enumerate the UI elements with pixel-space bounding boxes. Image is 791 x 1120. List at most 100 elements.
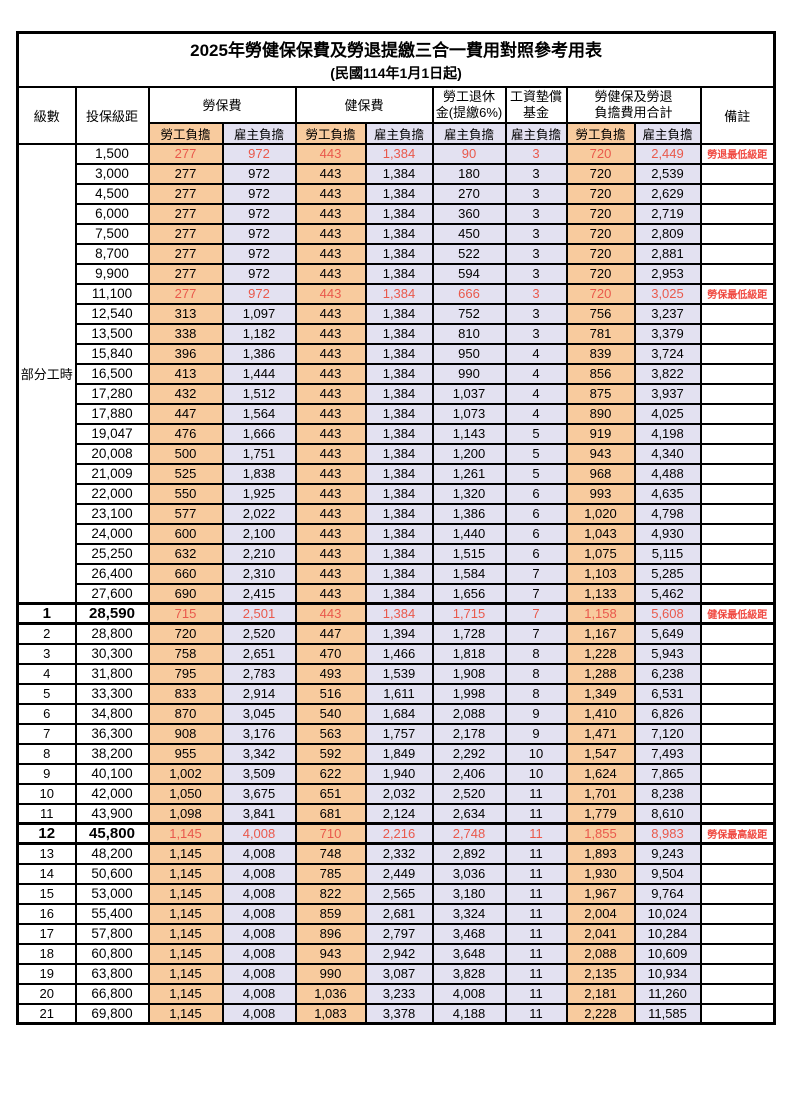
table-row: 11 43,900 1,098 3,841 681 2,124 2,634 11 1,779 8,… — [16, 802, 776, 825]
wage-fund-employer-cell: 11 — [504, 822, 568, 845]
header-total-employer: 雇主負擔 — [633, 121, 702, 145]
pension-employer-cell: 3,324 — [431, 902, 507, 925]
salary-bracket-cell: 7,500 — [74, 222, 150, 245]
health-employer-cell: 1,384 — [364, 562, 434, 585]
total-employee-cell: 1,471 — [565, 722, 636, 745]
pension-employer-cell: 1,656 — [431, 582, 507, 605]
remark-cell — [699, 222, 776, 245]
labor-employer-cell: 1,751 — [221, 442, 297, 465]
salary-bracket-cell: 27,600 — [74, 582, 150, 605]
health-employer-cell: 1,466 — [364, 642, 434, 665]
total-employer-cell: 10,024 — [633, 902, 702, 925]
pension-employer-cell: 90 — [431, 142, 507, 165]
pension-employer-cell: 360 — [431, 202, 507, 225]
salary-bracket-cell: 38,200 — [74, 742, 150, 765]
level-cell: 9 — [16, 762, 77, 785]
remark-cell — [699, 622, 776, 645]
salary-bracket-cell: 16,500 — [74, 362, 150, 385]
wage-fund-employer-cell: 9 — [504, 702, 568, 725]
table-row: 1 28,590 715 2,501 443 1,384 1,715 7 1,158 5,608 健… — [16, 602, 776, 625]
labor-employee-cell: 277 — [147, 142, 224, 165]
total-employee-cell: 2,088 — [565, 942, 636, 965]
remark-cell — [699, 422, 776, 445]
labor-employer-cell: 1,386 — [221, 342, 297, 365]
health-employer-cell: 1,757 — [364, 722, 434, 745]
health-employer-cell: 3,378 — [364, 1002, 434, 1025]
labor-employer-cell: 972 — [221, 162, 297, 185]
pension-employer-cell: 1,440 — [431, 522, 507, 545]
total-employee-cell: 839 — [565, 342, 636, 365]
labor-employee-cell: 1,145 — [147, 862, 224, 885]
remark-cell — [699, 162, 776, 185]
health-employer-cell: 2,216 — [364, 822, 434, 845]
labor-employer-cell: 4,008 — [221, 942, 297, 965]
total-employee-cell: 720 — [565, 282, 636, 305]
level-cell: 6 — [16, 702, 77, 725]
health-employer-cell: 1,384 — [364, 182, 434, 205]
total-employee-cell: 720 — [565, 202, 636, 225]
total-employee-cell: 2,004 — [565, 902, 636, 925]
wage-fund-employer-cell: 11 — [504, 802, 568, 825]
header-labor-employer: 雇主負擔 — [221, 121, 297, 145]
total-employer-cell: 5,608 — [633, 602, 702, 625]
level-cell: 3 — [16, 642, 77, 665]
labor-employee-cell: 476 — [147, 422, 224, 445]
total-employee-cell: 1,103 — [565, 562, 636, 585]
health-employee-cell: 785 — [294, 862, 367, 885]
salary-bracket-cell: 6,000 — [74, 202, 150, 225]
health-employer-cell: 1,384 — [364, 422, 434, 445]
health-employee-cell: 1,036 — [294, 982, 367, 1005]
total-employer-cell: 3,724 — [633, 342, 702, 365]
health-employer-cell: 2,332 — [364, 842, 434, 865]
pension-employer-cell: 1,728 — [431, 622, 507, 645]
health-employer-cell: 1,684 — [364, 702, 434, 725]
table-row: 24,000 600 2,100 443 1,384 1,440 6 1,043 4,930 — [18, 522, 776, 545]
header-total: 勞健保及勞退 負擔費用合計 — [565, 85, 702, 124]
labor-employer-cell: 4,008 — [221, 882, 297, 905]
total-employee-cell: 856 — [565, 362, 636, 385]
table-row: 15 53,000 1,145 4,008 822 2,565 3,180 11 1,967 9,… — [16, 882, 776, 905]
health-employer-cell: 1,384 — [364, 362, 434, 385]
wage-fund-employer-cell: 4 — [504, 362, 568, 385]
page: 2025年勞健保保費及勞退提繳三合一費用對照參考用表 (民國114年1月1日起)… — [16, 31, 777, 1025]
salary-bracket-cell: 22,000 — [74, 482, 150, 505]
total-employer-cell: 3,379 — [633, 322, 702, 345]
table-row: 20,008 500 1,751 443 1,384 1,200 5 943 4,340 — [18, 442, 776, 465]
health-employer-cell: 1,384 — [364, 342, 434, 365]
total-employer-cell: 5,649 — [633, 622, 702, 645]
wage-fund-employer-cell: 8 — [504, 662, 568, 685]
pension-employer-cell: 3,648 — [431, 942, 507, 965]
health-employee-cell: 943 — [294, 942, 367, 965]
table-row: 20 66,800 1,145 4,008 1,036 3,233 4,008 11 2,181… — [16, 982, 776, 1005]
total-employee-cell: 720 — [565, 242, 636, 265]
labor-employee-cell: 1,145 — [147, 902, 224, 925]
health-employee-cell: 622 — [294, 762, 367, 785]
total-employee-cell: 1,167 — [565, 622, 636, 645]
remark-cell — [699, 942, 776, 965]
health-employer-cell: 1,384 — [364, 522, 434, 545]
remark-cell — [699, 642, 776, 665]
salary-bracket-cell: 57,800 — [74, 922, 150, 945]
labor-employer-cell: 1,666 — [221, 422, 297, 445]
total-employee-cell: 1,547 — [565, 742, 636, 765]
labor-employee-cell: 715 — [147, 602, 224, 625]
pension-employer-cell: 1,818 — [431, 642, 507, 665]
remark-cell — [699, 382, 776, 405]
total-employee-cell: 993 — [565, 482, 636, 505]
table-row: 11,100 277 972 443 1,384 666 3 720 3,025 勞保最低級距 — [18, 282, 776, 305]
wage-fund-employer-cell: 11 — [504, 922, 568, 945]
wage-fund-employer-cell: 11 — [504, 882, 568, 905]
pension-employer-cell: 2,178 — [431, 722, 507, 745]
labor-employee-cell: 955 — [147, 742, 224, 765]
header-pension-line1: 勞工退休 — [442, 88, 495, 104]
labor-employee-cell: 632 — [147, 542, 224, 565]
remark-cell — [699, 502, 776, 525]
total-employee-cell: 756 — [565, 302, 636, 325]
pension-employer-cell: 2,088 — [431, 702, 507, 725]
labor-employee-cell: 1,145 — [147, 822, 224, 845]
health-employee-cell: 443 — [294, 522, 367, 545]
wage-fund-employer-cell: 3 — [504, 302, 568, 325]
total-employee-cell: 1,779 — [565, 802, 636, 825]
labor-employee-cell: 833 — [147, 682, 224, 705]
total-employer-cell: 8,238 — [633, 782, 702, 805]
